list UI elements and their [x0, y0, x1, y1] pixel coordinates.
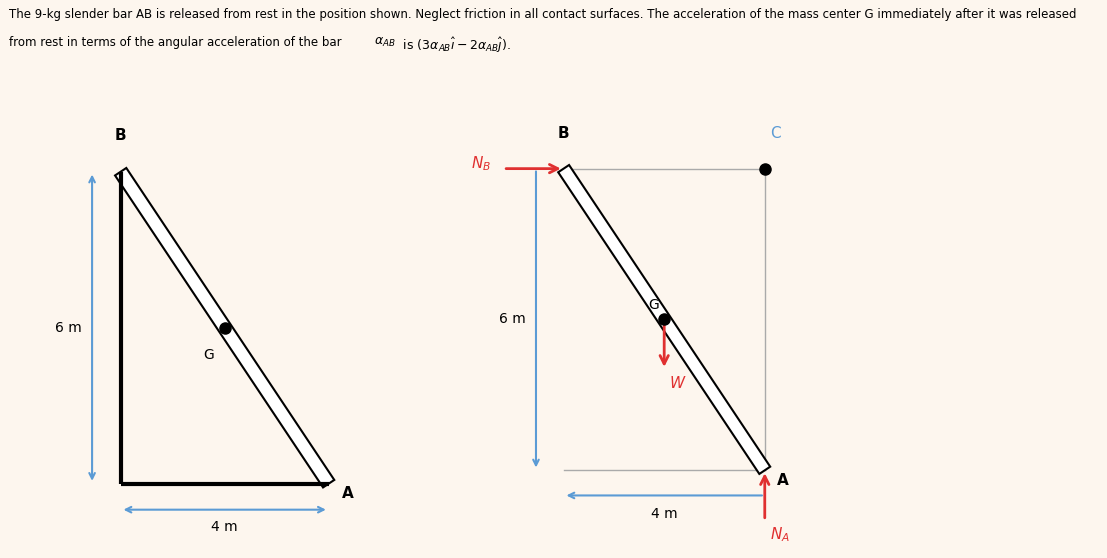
Text: 6 m: 6 m [499, 312, 526, 326]
Text: G: G [204, 349, 215, 363]
Text: $N_B$: $N_B$ [470, 154, 490, 173]
Text: $N_A$: $N_A$ [769, 526, 789, 544]
Text: from rest in terms of the angular acceleration of the bar: from rest in terms of the angular accele… [9, 36, 345, 49]
Text: 4 m: 4 m [211, 520, 238, 534]
Polygon shape [115, 168, 334, 488]
Text: is $(3\alpha_{AB}\hat{\imath} - 2\alpha_{AB}\hat{\jmath})$.: is $(3\alpha_{AB}\hat{\imath} - 2\alpha_… [399, 36, 510, 55]
Text: B: B [558, 126, 569, 141]
Text: $\alpha_{AB}$: $\alpha_{AB}$ [374, 36, 396, 49]
Text: C: C [769, 126, 780, 141]
Text: B: B [115, 128, 126, 143]
Text: 6 m: 6 m [55, 321, 82, 335]
Text: 4 m: 4 m [651, 507, 677, 521]
Text: G: G [649, 298, 659, 312]
Text: A: A [342, 486, 353, 501]
Text: A: A [777, 473, 789, 488]
Text: $W$: $W$ [670, 375, 686, 391]
Polygon shape [558, 165, 770, 474]
Text: The 9-kg slender bar AB is released from rest in the position shown. Neglect fri: The 9-kg slender bar AB is released from… [9, 8, 1076, 21]
